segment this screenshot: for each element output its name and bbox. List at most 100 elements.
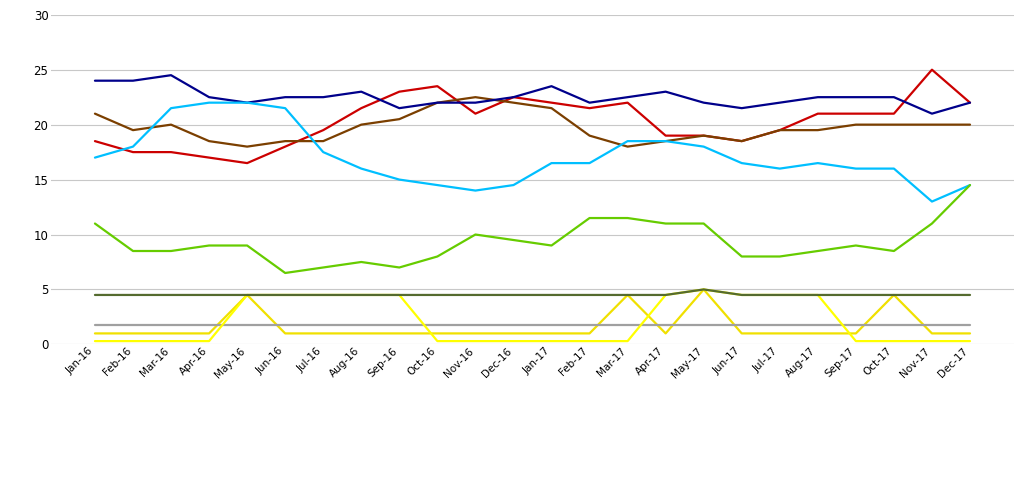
Nuclear	[850, 94, 862, 100]
Hydro	[659, 138, 672, 144]
Line: Nuclear: Nuclear	[95, 75, 970, 114]
Coal	[926, 122, 938, 127]
Hydro	[850, 166, 862, 172]
Coal	[584, 133, 596, 139]
Gas	[546, 100, 558, 106]
Solar	[507, 338, 519, 344]
Wind	[812, 248, 824, 254]
Other fossil	[165, 322, 177, 328]
Coal	[393, 116, 406, 122]
Nuclear	[622, 94, 634, 100]
Other fossil	[850, 322, 862, 328]
Oil	[127, 331, 139, 337]
Other RES	[279, 292, 291, 298]
Nuclear	[812, 94, 824, 100]
Solar	[812, 292, 824, 298]
Other fossil	[317, 322, 330, 328]
Nuclear	[774, 100, 786, 106]
Other fossil	[697, 322, 710, 328]
Other fossil	[203, 322, 215, 328]
Hydro	[279, 105, 291, 111]
Other fossil	[546, 322, 558, 328]
Other RES	[165, 292, 177, 298]
Line: Hydro: Hydro	[95, 103, 970, 202]
Other fossil	[888, 322, 900, 328]
Line: Oil: Oil	[95, 289, 970, 334]
Gas	[469, 111, 481, 117]
Hydro	[127, 144, 139, 150]
Oil	[507, 331, 519, 337]
Wind	[546, 243, 558, 248]
Other fossil	[469, 322, 481, 328]
Coal	[507, 100, 519, 106]
Line: Solar: Solar	[95, 289, 970, 341]
Oil	[393, 331, 406, 337]
Coal	[622, 144, 634, 150]
Other fossil	[584, 322, 596, 328]
Wind	[355, 259, 368, 265]
Gas	[697, 133, 710, 139]
Wind	[735, 253, 748, 259]
Other fossil	[89, 322, 101, 328]
Line: Other RES: Other RES	[95, 289, 970, 295]
Oil	[697, 286, 710, 292]
Nuclear	[546, 83, 558, 89]
Nuclear	[888, 94, 900, 100]
Gas	[89, 138, 101, 144]
Other fossil	[964, 322, 976, 328]
Oil	[812, 331, 824, 337]
Wind	[431, 253, 443, 259]
Other RES	[659, 292, 672, 298]
Coal	[89, 111, 101, 117]
Other RES	[203, 292, 215, 298]
Wind	[317, 265, 330, 271]
Oil	[317, 331, 330, 337]
Hydro	[241, 100, 253, 106]
Other fossil	[355, 322, 368, 328]
Other fossil	[507, 322, 519, 328]
Hydro	[964, 182, 976, 188]
Gas	[317, 127, 330, 133]
Wind	[697, 220, 710, 226]
Nuclear	[697, 100, 710, 106]
Other RES	[774, 292, 786, 298]
Solar	[393, 292, 406, 298]
Other fossil	[241, 322, 253, 328]
Other RES	[926, 292, 938, 298]
Gas	[203, 154, 215, 160]
Other RES	[507, 292, 519, 298]
Wind	[584, 215, 596, 221]
Nuclear	[431, 100, 443, 106]
Gas	[241, 160, 253, 166]
Hydro	[926, 199, 938, 205]
Hydro	[774, 166, 786, 172]
Oil	[241, 292, 253, 298]
Solar	[203, 338, 215, 344]
Other fossil	[659, 322, 672, 328]
Other RES	[964, 292, 976, 298]
Other RES	[584, 292, 596, 298]
Coal	[317, 138, 330, 144]
Oil	[546, 331, 558, 337]
Oil	[431, 331, 443, 337]
Wind	[241, 243, 253, 248]
Other fossil	[393, 322, 406, 328]
Other RES	[622, 292, 634, 298]
Gas	[431, 83, 443, 89]
Nuclear	[659, 89, 672, 94]
Gas	[165, 149, 177, 155]
Nuclear	[89, 78, 101, 84]
Hydro	[431, 182, 443, 188]
Nuclear	[203, 94, 215, 100]
Other RES	[546, 292, 558, 298]
Oil	[622, 292, 634, 298]
Coal	[964, 122, 976, 127]
Other fossil	[926, 322, 938, 328]
Solar	[659, 292, 672, 298]
Oil	[355, 331, 368, 337]
Gas	[850, 111, 862, 117]
Solar	[317, 292, 330, 298]
Nuclear	[355, 89, 368, 94]
Line: Coal: Coal	[95, 97, 970, 147]
Nuclear	[127, 78, 139, 84]
